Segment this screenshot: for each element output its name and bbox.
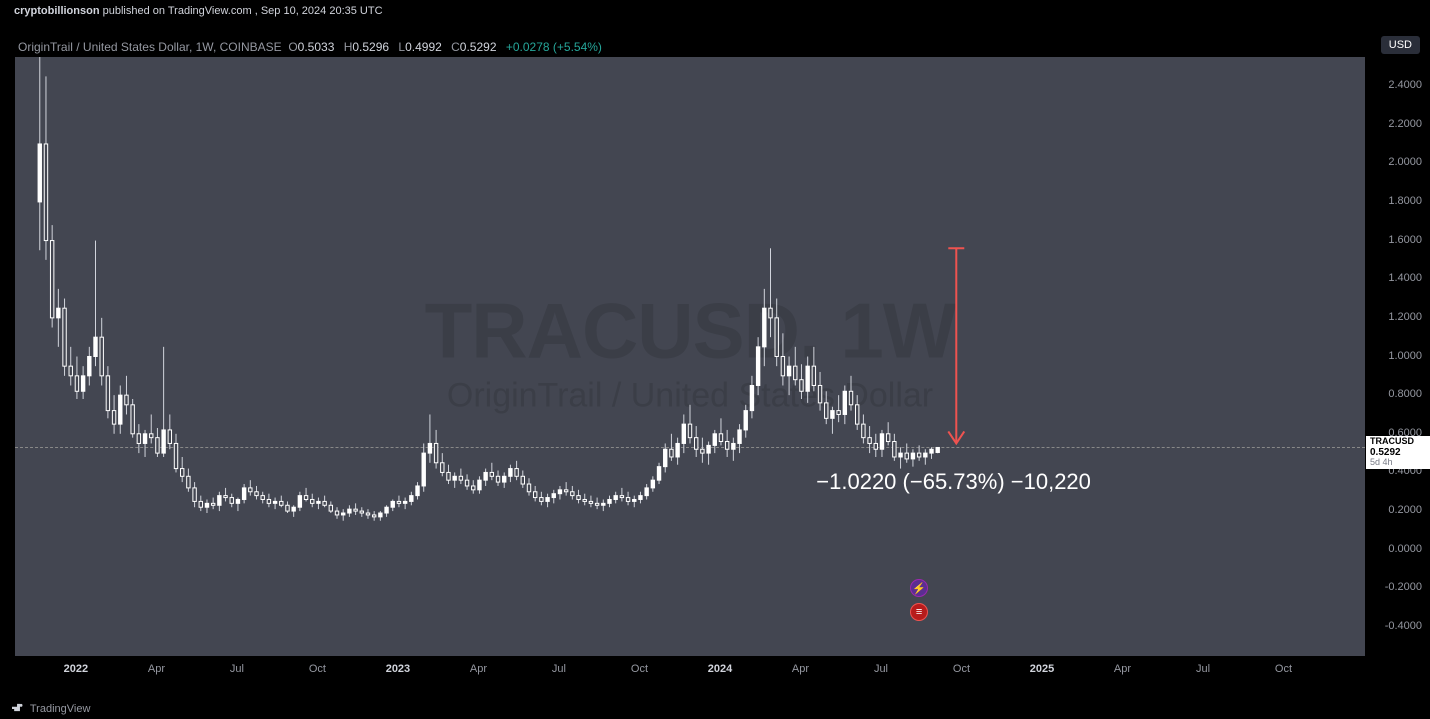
y-tick-label: 1.8000 [1388,195,1422,207]
tradingview-footer: TradingView [12,701,90,715]
x-tick-label: Oct [1275,663,1292,675]
x-tick-label: Apr [470,663,487,675]
x-tick-label: Jul [1196,663,1210,675]
y-tick-label: 2.0000 [1388,156,1422,168]
price-tag: TRACUSD0.52925d 4h [1366,436,1430,469]
chart-plot[interactable]: TRACUSD, 1W OriginTrail / United States … [14,56,1366,657]
x-tick-label: Apr [1114,663,1131,675]
y-tick-label: 0.8000 [1388,388,1422,400]
x-tick-label: Oct [953,663,970,675]
tradingview-logo-icon [12,701,25,714]
y-tick-label: 2.4000 [1388,79,1422,91]
x-tick-label: Apr [792,663,809,675]
y-tick-label: 1.6000 [1388,234,1422,246]
y-tick-label: -0.2000 [1385,581,1422,593]
x-tick-label: 2022 [64,663,88,675]
y-tick-label: 0.2000 [1388,504,1422,516]
x-tick-label: 2023 [386,663,410,675]
x-tick-label: Oct [309,663,326,675]
currency-badge[interactable]: USD [1381,36,1420,54]
x-tick-label: 2025 [1030,663,1054,675]
x-tick-label: Oct [631,663,648,675]
y-tick-label: 1.4000 [1388,272,1422,284]
x-tick-label: Jul [874,663,888,675]
y-tick-label: 1.2000 [1388,311,1422,323]
y-tick-label: 2.2000 [1388,118,1422,130]
x-axis[interactable]: 2022 Apr Jul Oct 2023 Apr Jul Oct 2024 Apr Jul Oct 2… [14,657,1366,695]
y-axis[interactable]: -0.4000-0.20000.00000.20000.40000.60000.… [1366,56,1430,657]
publish-header: cryptobillionson published on TradingVie… [0,0,1430,24]
y-tick-label: 0.0000 [1388,543,1422,555]
symbol-info-line: OriginTrail / United States Dollar, 1W, … [18,40,602,54]
x-tick-label: 2024 [708,663,732,675]
x-tick-label: Jul [230,663,244,675]
chart-wrap: TRACUSD, 1W OriginTrail / United States … [0,32,1430,695]
y-tick-label: 1.0000 [1388,350,1422,362]
x-tick-label: Jul [552,663,566,675]
candle-layer [15,57,1365,656]
y-tick-label: -0.4000 [1385,620,1422,632]
x-tick-label: Apr [148,663,165,675]
